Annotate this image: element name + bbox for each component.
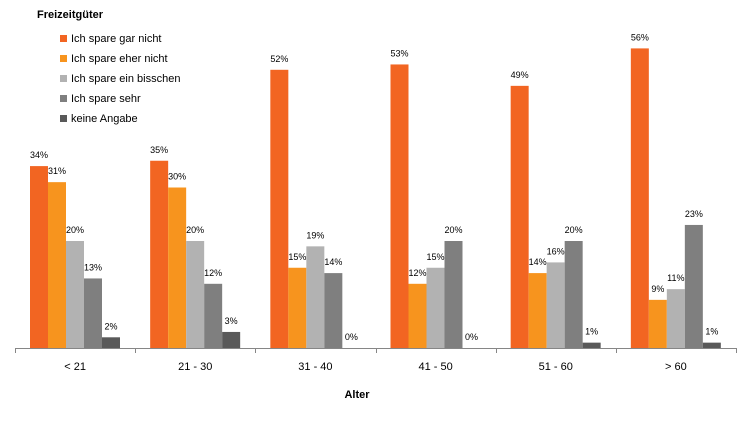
legend-label: Ich spare ein bisschen — [71, 73, 180, 85]
bar — [564, 241, 583, 348]
data-label: 1% — [585, 327, 598, 337]
bar — [288, 267, 307, 348]
bars — [30, 48, 721, 349]
bar — [528, 273, 547, 348]
data-label: 2% — [104, 321, 117, 331]
data-label: 16% — [547, 246, 565, 256]
data-label: 3% — [225, 316, 238, 326]
data-label: 11% — [667, 273, 684, 283]
data-labels: 34%31% 20% 13% 2% 35% 30% 20% 12% 3% 52% 15% 19% 14%… — [30, 32, 718, 342]
x-tick-label: < 21 — [64, 361, 86, 373]
bar — [426, 267, 445, 348]
bar — [684, 224, 703, 348]
bar — [546, 262, 565, 348]
bar — [444, 241, 463, 348]
data-label: 35% — [150, 145, 168, 155]
legend-label: Ich spare gar nicht — [71, 33, 162, 45]
data-label: 0% — [345, 332, 358, 342]
bar — [666, 289, 685, 348]
bar — [204, 283, 223, 348]
bar — [270, 69, 289, 349]
data-label: 14% — [324, 257, 342, 267]
data-label: 1% — [705, 327, 718, 337]
x-tick-labels: < 21 21 - 30 31 - 40 41 - 50 51 - 60 > 60 — [64, 361, 687, 373]
legend-label: Ich spare sehr — [71, 93, 141, 105]
data-label: 20% — [565, 225, 583, 235]
bar — [150, 160, 169, 348]
legend-label: keine Angabe — [71, 113, 138, 125]
legend-swatch — [60, 75, 67, 82]
bar — [306, 246, 325, 348]
bar — [102, 337, 120, 348]
legend-swatch — [60, 35, 67, 42]
bar — [582, 342, 601, 348]
bar — [48, 182, 66, 348]
data-label: 12% — [408, 268, 426, 278]
data-label: 34% — [30, 150, 48, 160]
bar — [630, 48, 649, 349]
data-label: 53% — [390, 48, 408, 58]
legend: Ich spare gar nicht Ich spare eher nicht I… — [60, 33, 180, 125]
chart-title: Freizeitgüter — [37, 9, 104, 21]
bar — [702, 342, 721, 348]
x-ticks — [15, 348, 737, 353]
data-label: 20% — [186, 225, 204, 235]
data-label: 56% — [631, 32, 649, 42]
data-label: 15% — [426, 252, 444, 262]
x-axis-title: Alter — [344, 389, 370, 401]
bar — [30, 166, 48, 348]
x-tick-label: 41 - 50 — [418, 361, 452, 373]
bar — [84, 278, 102, 348]
legend-swatch — [60, 55, 67, 62]
bar — [66, 241, 84, 348]
bar — [222, 331, 241, 348]
data-label: 12% — [204, 268, 222, 278]
data-label: 0% — [465, 332, 478, 342]
bar — [408, 283, 427, 348]
data-label: 9% — [651, 284, 664, 294]
data-label: 19% — [306, 230, 324, 240]
bar — [648, 299, 667, 348]
bar — [510, 85, 529, 348]
data-label: 20% — [66, 225, 84, 235]
data-label: 23% — [685, 209, 703, 219]
data-label: 52% — [270, 54, 288, 64]
data-label: 15% — [288, 252, 306, 262]
legend-swatch — [60, 115, 67, 122]
data-label: 30% — [168, 172, 186, 182]
data-label: 13% — [84, 262, 102, 272]
bar — [390, 64, 409, 348]
data-label: 49% — [511, 70, 529, 80]
x-tick-label: 31 - 40 — [298, 361, 332, 373]
data-label: 31% — [48, 166, 66, 176]
legend-label: Ich spare eher nicht — [71, 53, 168, 65]
legend-swatch — [60, 95, 67, 102]
x-tick-label: 51 - 60 — [539, 361, 573, 373]
bar — [168, 187, 187, 348]
x-tick-label: > 60 — [665, 361, 687, 373]
x-tick-label: 21 - 30 — [178, 361, 212, 373]
bar — [186, 241, 205, 348]
bar — [324, 273, 343, 348]
data-label: 14% — [529, 257, 547, 267]
data-label: 20% — [444, 225, 462, 235]
